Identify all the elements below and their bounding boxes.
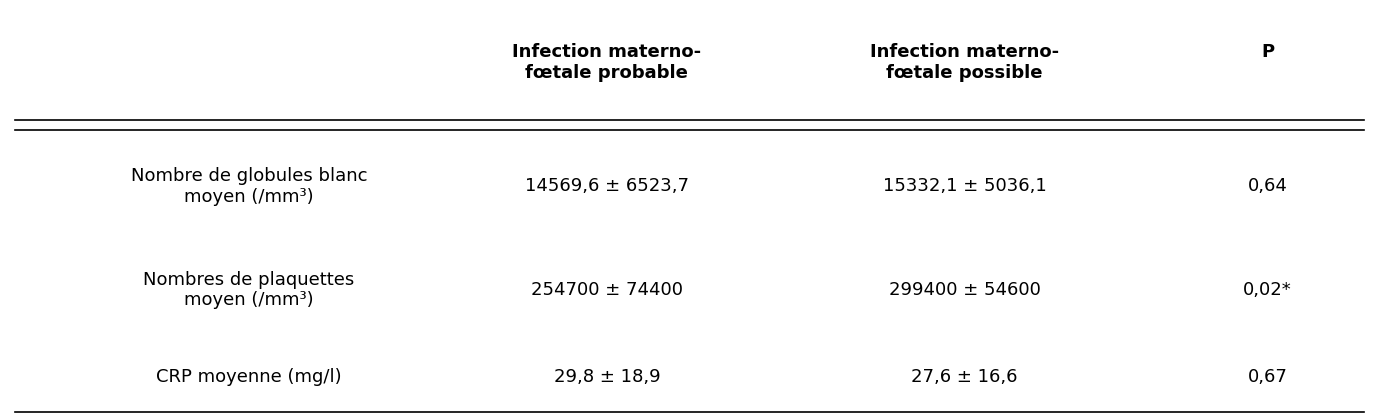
Text: Nombres de plaquettes
moyen (/mm³): Nombres de plaquettes moyen (/mm³) bbox=[143, 270, 354, 309]
Text: 0,02*: 0,02* bbox=[1242, 281, 1292, 299]
Text: CRP moyenne (mg/l): CRP moyenne (mg/l) bbox=[156, 368, 342, 386]
Text: 254700 ± 74400: 254700 ± 74400 bbox=[531, 281, 683, 299]
Text: Nombre de globules blanc
moyen (/mm³): Nombre de globules blanc moyen (/mm³) bbox=[131, 167, 367, 206]
Text: Infection materno-
fœtale possible: Infection materno- fœtale possible bbox=[870, 43, 1059, 82]
Text: Infection materno-
fœtale probable: Infection materno- fœtale probable bbox=[513, 43, 702, 82]
Text: 0,64: 0,64 bbox=[1248, 177, 1288, 195]
Text: 15332,1 ± 5036,1: 15332,1 ± 5036,1 bbox=[883, 177, 1047, 195]
Text: 27,6 ± 16,6: 27,6 ± 16,6 bbox=[912, 368, 1018, 386]
Text: 0,67: 0,67 bbox=[1248, 368, 1288, 386]
Text: 14569,6 ± 6523,7: 14569,6 ± 6523,7 bbox=[525, 177, 690, 195]
Text: 299400 ± 54600: 299400 ± 54600 bbox=[889, 281, 1041, 299]
Text: 29,8 ± 18,9: 29,8 ± 18,9 bbox=[553, 368, 661, 386]
Text: P: P bbox=[1260, 43, 1274, 61]
